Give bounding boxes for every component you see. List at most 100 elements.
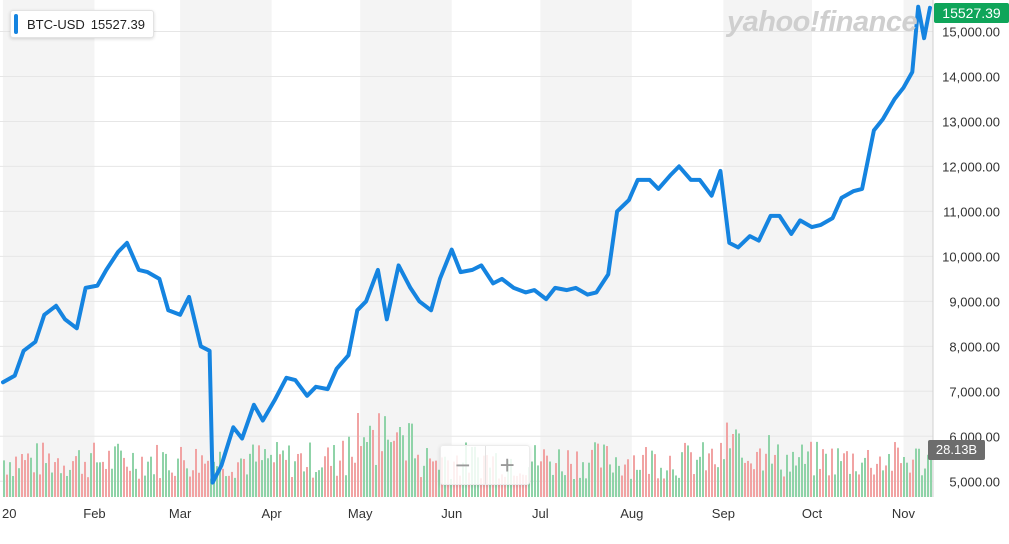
volume-bar (639, 469, 641, 497)
x-tick-label: May (348, 506, 373, 521)
y-tick-label: 5,000.00 (949, 474, 1000, 489)
volume-bar (771, 463, 773, 497)
volume-bar (618, 465, 620, 497)
volume-bar (351, 456, 353, 497)
volume-bar (267, 458, 269, 497)
volume-bar (537, 465, 539, 497)
volume-bar (249, 453, 251, 497)
volume-bar (303, 471, 305, 497)
volume-bar (603, 444, 605, 497)
volume-bar (882, 470, 884, 497)
volume-bar (636, 469, 638, 497)
zoom-in-button[interactable]: + (484, 446, 530, 484)
legend-price: 15527.39 (90, 16, 146, 32)
volume-bar (342, 440, 344, 497)
volume-bar (288, 445, 290, 497)
legend-symbol: BTC-USD (27, 16, 85, 32)
volume-bar (852, 453, 854, 497)
volume-bar (861, 462, 863, 497)
volume-bar (900, 463, 902, 497)
volume-bar (81, 473, 83, 497)
volume-bar (309, 442, 311, 497)
volume-bar (720, 442, 722, 497)
volume-bar (33, 472, 35, 497)
volume-bar (621, 475, 623, 497)
volume-bar (39, 474, 41, 497)
volume-bar (498, 478, 500, 497)
volume-bar (279, 454, 281, 497)
volume-bar (450, 478, 452, 497)
volume-bar (336, 475, 338, 497)
volume-bar (378, 413, 380, 497)
volume-bar (813, 475, 815, 497)
volume-bar (609, 464, 611, 497)
volume-bar (459, 475, 461, 497)
volume-bar (786, 454, 788, 497)
volume-bar (774, 454, 776, 497)
volume-bar (531, 461, 533, 497)
volume-bar (408, 423, 410, 497)
volume-bar (651, 450, 653, 497)
volume-bar (372, 429, 374, 497)
volume-bar (48, 453, 50, 497)
volume-bar (891, 470, 893, 497)
volume-tag: 28.13B (928, 440, 985, 460)
volume-bar (57, 458, 59, 497)
volume-bar (357, 413, 359, 497)
volume-bar (129, 470, 131, 497)
y-tick-label: 8,000.00 (949, 339, 1000, 354)
x-tick-label: Jun (441, 506, 462, 521)
price-line (1, 4, 932, 485)
volume-bar (792, 451, 794, 497)
volume-bar (21, 454, 23, 497)
volume-bar (642, 454, 644, 497)
volume-bar (240, 458, 242, 497)
month-band (903, 0, 933, 497)
volume-bar (912, 459, 914, 497)
volume-bar (717, 467, 719, 497)
volume-bar (831, 448, 833, 497)
volume-bar (738, 433, 740, 497)
volume-bar (819, 468, 821, 497)
x-tick-label: Nov (892, 506, 916, 521)
x-tick-label: Feb (83, 506, 105, 521)
volume-bar (135, 468, 137, 497)
volume-bar (699, 456, 701, 497)
zoom-out-button[interactable]: − (455, 449, 471, 480)
volume-bar (747, 460, 749, 497)
volume-bar (114, 446, 116, 497)
volume-bar (516, 475, 518, 497)
volume-bar (648, 473, 650, 497)
volume-bar (816, 441, 818, 497)
volume-bar (930, 453, 932, 497)
series-legend[interactable]: BTC-USD 15527.39 (10, 10, 155, 38)
volume-bar (894, 442, 896, 497)
volume-bar (273, 462, 275, 497)
volume-bar (549, 461, 551, 497)
volume-bar (3, 460, 5, 497)
volume-bar (696, 459, 698, 497)
volume-bar (132, 452, 134, 497)
volume-bar (804, 463, 806, 497)
volume-bar (918, 448, 920, 497)
volume-bar (117, 443, 119, 497)
volume-bar (438, 469, 440, 497)
volume-bar (435, 460, 437, 497)
volume-bar (564, 475, 566, 497)
volume-bar (411, 423, 413, 497)
volume-bar (633, 455, 635, 497)
x-axis-labels: 20 Feb Mar Apr May Jun Jul Aug Sep Oct Nov (2, 506, 916, 521)
volume-bar (666, 470, 668, 497)
volume-bar (90, 453, 92, 497)
volume-bar (906, 462, 908, 497)
x-tick-label: Mar (169, 506, 192, 521)
volume-bar (837, 448, 839, 497)
volume-bar (429, 458, 431, 497)
volume-bar (327, 447, 329, 497)
volume-bar (381, 451, 383, 497)
volume-bar (426, 448, 428, 497)
volume-bar (384, 416, 386, 497)
volume-bar (75, 456, 77, 497)
volume-bar (690, 452, 692, 497)
